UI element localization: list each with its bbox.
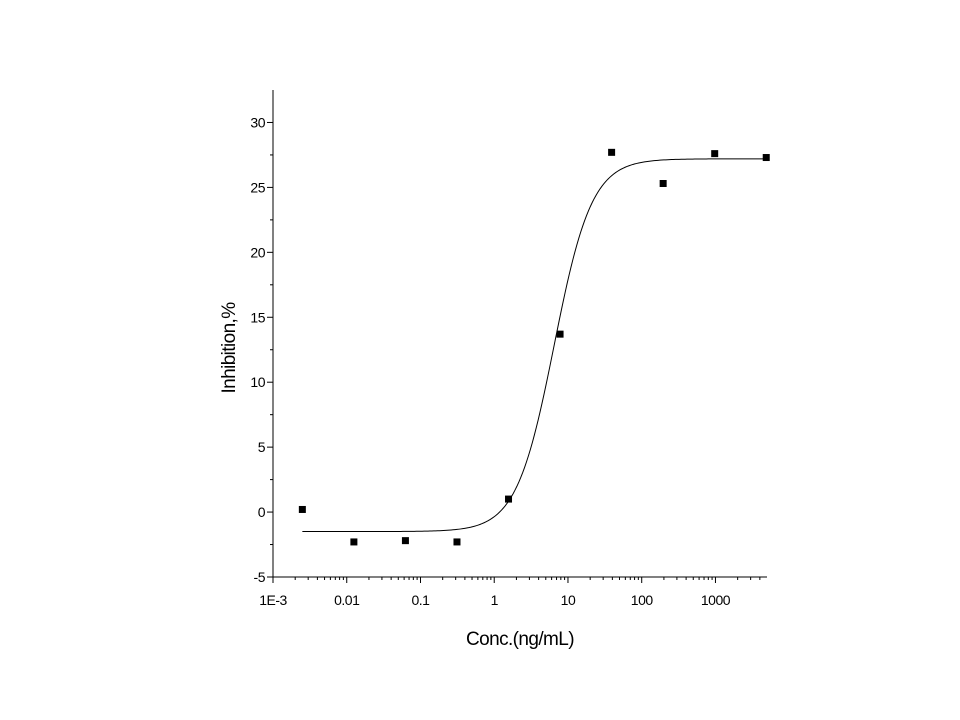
x-tick-label: 1000	[701, 592, 731, 608]
y-tick-label: 10	[250, 374, 265, 390]
data-point	[762, 154, 770, 162]
y-ticks: -5 0 5 10 15 20 25 30	[250, 114, 273, 585]
x-tick-label: 10	[561, 592, 576, 608]
y-axis-title: Inhibition,%	[219, 302, 240, 394]
y-tick-label: 25	[250, 179, 265, 195]
data-point	[298, 505, 306, 513]
x-axis-title: Conc.(ng/mL)	[466, 629, 574, 650]
y-tick-label: 5	[258, 439, 266, 455]
y-tick-label: 15	[250, 309, 265, 325]
fit-curve	[302, 158, 767, 533]
y-tick-label: -5	[254, 569, 266, 585]
data-point	[401, 537, 409, 545]
x-tick-label: 100	[631, 592, 654, 608]
data-point	[556, 330, 564, 338]
data-point	[608, 148, 616, 156]
axes	[272, 90, 767, 578]
data-point	[659, 180, 667, 187]
data-point	[453, 538, 461, 546]
data-point	[350, 538, 358, 546]
x-tick-label: 1E-3	[259, 592, 287, 608]
data-points	[298, 148, 770, 546]
x-ticks: 1E-3 0.01 0.1 1 10 100 1000	[259, 577, 761, 608]
x-tick-label: 0.1	[412, 592, 431, 608]
y-tick-label: 30	[250, 114, 265, 130]
data-point	[711, 150, 719, 158]
data-point	[505, 495, 513, 503]
x-tick-label: 0.01	[334, 592, 360, 608]
y-tick-label: 0	[258, 504, 266, 520]
x-tick-label: 1	[491, 592, 499, 608]
y-tick-label: 20	[250, 244, 265, 260]
